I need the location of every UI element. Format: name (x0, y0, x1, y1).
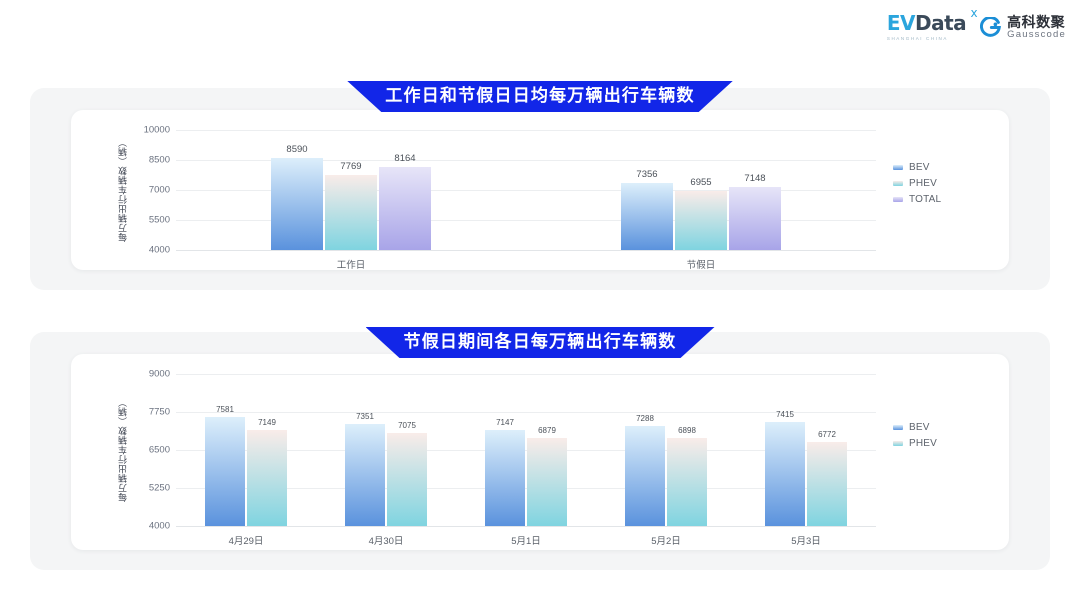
bar-bev[interactable]: 7147 (485, 418, 525, 526)
legend-label: BEV (909, 422, 930, 433)
bar-value-label: 6772 (818, 429, 836, 439)
gridline (176, 130, 876, 131)
bar-bev[interactable]: 8590 (271, 144, 323, 250)
bar-value-label: 7075 (398, 420, 416, 430)
bar-value-label: 7147 (496, 418, 514, 428)
gridline (176, 374, 876, 375)
legend-swatch-icon (893, 165, 903, 170)
chart-panel-1: 每万辆出行车辆数（辆） 4000 5500 7000 8500 10000 8590 7769… (30, 88, 1050, 290)
y-axis-tick-label: 9000 (148, 368, 170, 380)
legend-label: PHEV (909, 178, 938, 189)
gausscode-mark-icon (980, 15, 1002, 38)
x-axis-line (176, 250, 876, 251)
y-axis-tick-label: 4000 (148, 520, 170, 532)
gridline (176, 220, 876, 221)
bar-value-label: 7769 (340, 160, 362, 172)
chart-title-banner-1: 工作日和节假日日均每万辆出行车辆数 (347, 81, 732, 112)
y-axis-tick-label: 7750 (148, 406, 170, 418)
gausscode-cn-name: 高科数聚 (1007, 13, 1066, 30)
legend-item-bev[interactable]: BEV (893, 422, 937, 433)
y-axis-tick-label: 4000 (148, 244, 170, 256)
chart-legend: BEV PHEV TOTAL (893, 162, 941, 210)
gausscode-en-name: Gausscode (1007, 28, 1066, 40)
evdata-data-text: Data (914, 11, 967, 35)
x-axis-line (176, 526, 876, 527)
legend-item-bev[interactable]: BEV (893, 162, 941, 173)
gridline (176, 450, 876, 451)
bar-value-label: 8164 (394, 152, 416, 164)
bar-value-label: 7149 (258, 418, 276, 428)
x-axis-category-label: 节假日 (686, 260, 716, 271)
bar-bev[interactable]: 7351 (345, 412, 385, 526)
bar-bev[interactable]: 7356 (621, 169, 673, 250)
legend-item-phev[interactable]: PHEV (893, 178, 941, 189)
bar-bev[interactable]: 7581 (205, 405, 245, 526)
bar-value-label: 6879 (538, 426, 556, 436)
legend-label: BEV (909, 162, 930, 173)
gridline (176, 412, 876, 413)
grouped-bar-chart-weekday-holiday: 每万辆出行车辆数（辆） 4000 5500 7000 8500 10000 8590 7769… (71, 110, 1009, 272)
slide-header: EVData x SHANGHAI CHINA 高科数聚 Gausscode (0, 0, 1080, 62)
y-axis-tick-label: 5250 (148, 482, 170, 494)
legend-swatch-icon (893, 425, 903, 430)
evdata-wordmark: EVData x (886, 7, 978, 35)
bar-value-label: 6955 (690, 176, 712, 188)
evdata-logo: EVData x SHANGHAI CHINA (886, 7, 978, 42)
legend-item-phev[interactable]: PHEV (893, 438, 937, 449)
chart-title-banner-2: 节假日期间各日每万辆出行车辆数 (366, 327, 715, 358)
legend-swatch-icon (893, 441, 903, 446)
x-axis-category-label: 工作日 (336, 260, 366, 271)
chart-card-1: 每万辆出行车辆数（辆） 4000 5500 7000 8500 10000 8590 7769… (71, 110, 1009, 272)
banner-wrap-1: 工作日和节假日日均每万辆出行车辆数 (0, 81, 1080, 112)
bar-value-label: 7148 (744, 173, 766, 185)
y-axis-tick-label: 5500 (148, 214, 170, 226)
bar-value-label: 7288 (636, 414, 654, 424)
chart-card-2: 每万辆出行车辆数（辆） 4000 5250 6500 7750 9000 7581 7149 4… (71, 354, 1009, 550)
legend-swatch-icon (893, 197, 903, 202)
bar-value-label: 7581 (216, 405, 234, 415)
chart-panel-2: 每万辆出行车辆数（辆） 4000 5250 6500 7750 9000 7581 7149 4… (30, 332, 1050, 570)
gridline (176, 488, 876, 489)
bar-phev[interactable]: 6898 (667, 426, 707, 526)
gridline (176, 160, 876, 161)
legend-label: PHEV (909, 438, 938, 449)
bar-phev[interactable]: 7769 (325, 161, 377, 250)
bar-total[interactable]: 8164 (379, 153, 431, 250)
banner-wrap-2: 节假日期间各日每万辆出行车辆数 (0, 327, 1080, 358)
evdata-ev-text: EV (886, 11, 916, 35)
legend-swatch-icon (893, 181, 903, 186)
bar-phev[interactable]: 7149 (247, 418, 287, 526)
gausscode-text: 高科数聚 Gausscode (1007, 15, 1066, 40)
bar-phev[interactable]: 6879 (527, 426, 567, 526)
chart-legend: BEV PHEV (893, 422, 937, 454)
legend-label: TOTAL (909, 194, 942, 205)
bar-phev[interactable]: 7075 (387, 421, 427, 526)
x-axis-category-label: 5月2日 (651, 536, 681, 547)
legend-item-total[interactable]: TOTAL (893, 194, 941, 205)
bar-total[interactable]: 7148 (729, 173, 781, 250)
bar-value-label: 6898 (678, 425, 696, 435)
y-axis-tick-label: 10000 (143, 124, 170, 136)
x-axis-category-label: 5月1日 (511, 536, 541, 547)
bar-bev[interactable]: 7288 (625, 414, 665, 526)
y-axis-tick-label: 6500 (148, 444, 170, 456)
x-axis-category-label: 5月3日 (791, 536, 821, 547)
bar-phev[interactable]: 6772 (807, 430, 847, 526)
logo-group: EVData x SHANGHAI CHINA 高科数聚 Gausscode (886, 7, 1066, 42)
x-axis-category-label: 4月30日 (368, 536, 404, 547)
evdata-superscript-x: x (970, 6, 978, 20)
bar-phev[interactable]: 6955 (675, 177, 727, 250)
y-axis-tick-label: 8500 (148, 154, 170, 166)
evdata-subtitle: SHANGHAI CHINA (886, 36, 948, 41)
bar-value-label: 7415 (776, 410, 794, 420)
gridline (176, 190, 876, 191)
gausscode-logo: 高科数聚 Gausscode (980, 15, 1066, 40)
bar-bev[interactable]: 7415 (765, 410, 805, 526)
x-axis-category-label: 4月29日 (228, 536, 264, 547)
grouped-bar-chart-holiday-daily: 每万辆出行车辆数（辆） 4000 5250 6500 7750 9000 7581 7149 4… (71, 354, 1009, 550)
bar-value-label: 8590 (286, 144, 308, 156)
bar-value-label: 7356 (636, 168, 658, 180)
bar-value-label: 7351 (356, 412, 374, 422)
y-axis-tick-label: 7000 (148, 184, 170, 196)
